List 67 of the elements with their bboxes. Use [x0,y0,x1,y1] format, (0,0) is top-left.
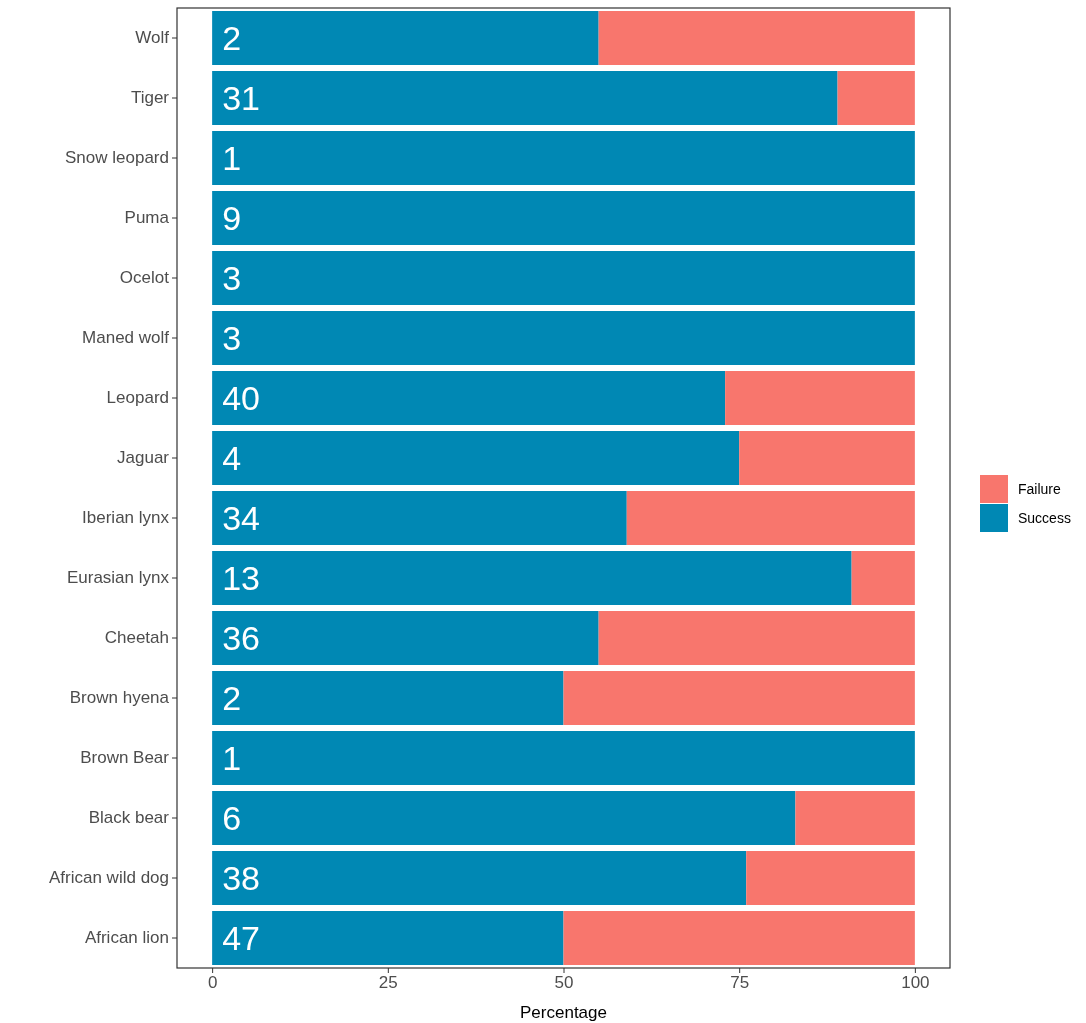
y-tick-label: Eurasian lynx [66,568,170,588]
y-tick-label: African lion [84,928,169,948]
y-tick-label: Puma [124,208,170,228]
bar [598,611,915,665]
bar [212,71,838,125]
bar [212,671,564,725]
annotation: 40 [222,378,260,417]
y-tick-label: Brown hyena [69,688,170,708]
y-tick-label: Iberian lynx [82,508,170,528]
bar [212,311,915,365]
bar [212,371,726,425]
bar [746,851,915,905]
annotation: 36 [222,618,260,657]
bar [563,671,915,725]
bar [212,251,915,305]
x-tick-label: 75 [730,973,750,993]
legend-label: Failure [1018,480,1062,497]
annotation: 31 [222,78,260,117]
bar [212,191,915,245]
annotation: 6 [222,798,242,837]
x-tick-label: 50 [554,973,574,993]
y-tick-label: Ocelot [119,268,170,288]
bar [212,131,915,185]
bar [212,611,599,665]
y-tick-label: Leopard [106,388,169,408]
annotation: 1 [222,738,242,777]
annotation: 3 [222,318,242,357]
bar [212,731,915,785]
bar [212,911,564,965]
x-tick-label: 25 [378,973,398,993]
annotation: 1 [222,138,242,177]
bar [598,11,915,65]
annotation: 13 [222,558,260,597]
annotation: 4 [222,438,242,477]
x-axis-title: Percentage [520,1003,607,1022]
bar [837,71,915,125]
bar [725,371,915,425]
x-tick-label: 100 [901,973,930,993]
bar [563,911,915,965]
legend-label: Success [1018,509,1071,526]
y-tick-label: Wolf [135,28,170,48]
y-tick-label: Cheetah [104,628,169,648]
y-tick-label: Maned wolf [82,328,170,348]
annotation: 34 [222,498,260,537]
annotation: 47 [222,918,260,957]
y-tick-label: African wild dog [48,868,169,888]
annotation: 2 [222,678,242,717]
bar [212,851,747,905]
annotation: 9 [222,198,242,237]
y-tick-label: Jaguar [117,448,170,468]
bar [739,431,915,485]
y-tick-label: Tiger [130,88,170,108]
x-tick-label: 0 [207,973,218,993]
bar [626,491,915,545]
bar [212,11,599,65]
bar [851,551,915,605]
bar [212,431,740,485]
annotation: 3 [222,258,242,297]
bar [212,791,796,845]
y-tick-label: Black bear [88,808,170,828]
bar [795,791,915,845]
bar [212,551,852,605]
annotation: 2 [222,18,242,57]
y-tick-label: Brown Bear [80,748,170,768]
annotation: 38 [222,858,260,897]
bar [212,491,627,545]
y-tick-label: Snow leopard [65,148,169,168]
